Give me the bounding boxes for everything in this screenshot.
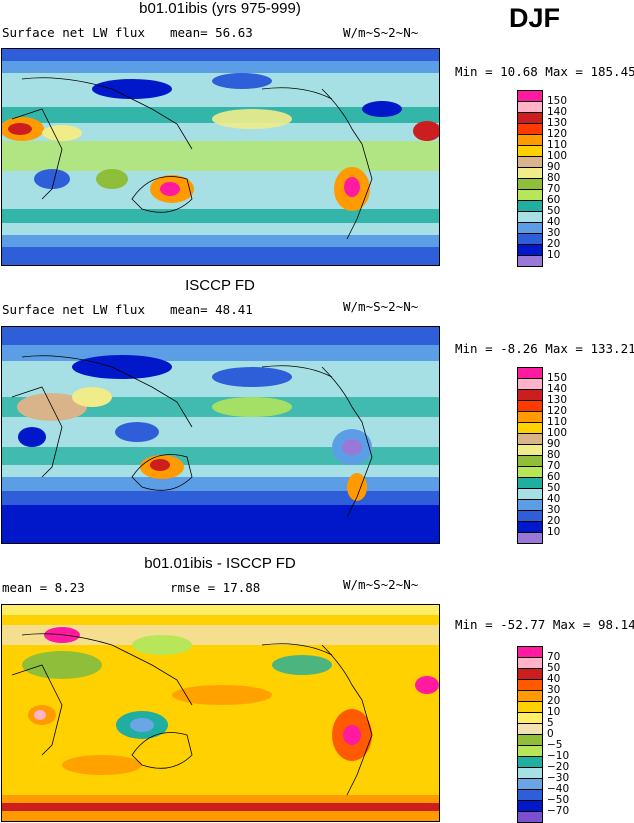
colorbar-label: 30: [547, 684, 561, 696]
colorbar-label: −30: [547, 772, 570, 784]
colorbar-label: 10: [547, 526, 561, 538]
colorbar-label: 100: [547, 427, 568, 439]
panel-2-field: [2, 327, 439, 543]
colorbar-label: 50: [547, 662, 561, 674]
colorbar-label: 40: [547, 493, 561, 505]
panel-3-mean: mean = 8.23: [2, 580, 85, 595]
colorbar-label: 130: [547, 117, 568, 129]
colorbar-label: 50: [547, 205, 561, 217]
panel-1-minmax: Min = 10.68 Max = 185.45: [455, 64, 634, 79]
colorbar-label: 40: [547, 673, 561, 685]
colorbar-label: 140: [547, 106, 568, 118]
colorbar-label: 100: [547, 150, 568, 162]
colorbar-label: 30: [547, 504, 561, 516]
colorbar-label: −10: [547, 750, 570, 762]
colorbar-label: 90: [547, 438, 561, 450]
season-label: DJF: [509, 3, 561, 33]
panel-1-variable: Surface net LW flux: [2, 25, 145, 40]
colorbar-label: 0: [547, 728, 554, 740]
colorbar-label: 20: [547, 695, 561, 707]
panel-2-variable: Surface net LW flux: [2, 302, 145, 317]
panel-1-field: [2, 49, 439, 265]
colorbar-label: 60: [547, 471, 561, 483]
panel-2-map: [1, 326, 440, 544]
colorbar-label: 80: [547, 172, 561, 184]
colorbar-label: 130: [547, 394, 568, 406]
colorbar-label: 30: [547, 227, 561, 239]
colorbar-label: 50: [547, 482, 561, 494]
colorbar-swatch: [517, 811, 543, 823]
colorbar-label: 70: [547, 460, 561, 472]
panel-2-minmax: Min = -8.26 Max = 133.21: [455, 341, 634, 356]
panel-3-map: [1, 604, 440, 822]
colorbar-label: 20: [547, 238, 561, 250]
colorbar-label: 140: [547, 383, 568, 395]
colorbar-label: 5: [547, 717, 554, 729]
colorbar-label: 20: [547, 515, 561, 527]
panel-3-rmse: rmse = 17.88: [170, 580, 261, 595]
colorbar-label: 150: [547, 95, 568, 107]
colorbar-label: −50: [547, 794, 570, 806]
colorbar-label: 110: [547, 416, 568, 428]
colorbar-label: −70: [547, 805, 570, 817]
panel-2-mean: mean= 48.41: [170, 302, 253, 317]
colorbar-swatch: [517, 255, 543, 267]
colorbar-label: 150: [547, 372, 568, 384]
panel-3-units: W/m~S~2~N~: [343, 577, 419, 592]
panel-1-units: W/m~S~2~N~: [343, 25, 419, 40]
colorbar-label: 120: [547, 405, 568, 417]
colorbar-label: −20: [547, 761, 570, 773]
colorbar-label: 10: [547, 706, 561, 718]
panel-3-minmax: Min = -52.77 Max = 98.14: [455, 617, 634, 632]
colorbar-label: 80: [547, 449, 561, 461]
colorbar-label: 70: [547, 651, 561, 663]
colorbar-swatch: [517, 532, 543, 544]
panel-2-units: W/m~S~2~N~: [343, 299, 419, 314]
panel-3-title: b01.01ibis - ISCCP FD: [144, 555, 296, 572]
panel-2-title: ISCCP FD: [185, 277, 255, 294]
colorbar-label: −5: [547, 739, 563, 751]
colorbar-label: −40: [547, 783, 570, 795]
panel-1-mean: mean= 56.63: [170, 25, 253, 40]
colorbar-label: 60: [547, 194, 561, 206]
colorbar-label: 10: [547, 249, 561, 261]
panel-1-map: [1, 48, 440, 266]
colorbar-label: 40: [547, 216, 561, 228]
colorbar-label: 90: [547, 161, 561, 173]
colorbar-label: 110: [547, 139, 568, 151]
panel-3-field: [2, 605, 439, 821]
colorbar-label: 120: [547, 128, 568, 140]
colorbar-label: 70: [547, 183, 561, 195]
panel-1-title: b01.01ibis (yrs 975-999): [139, 0, 301, 17]
